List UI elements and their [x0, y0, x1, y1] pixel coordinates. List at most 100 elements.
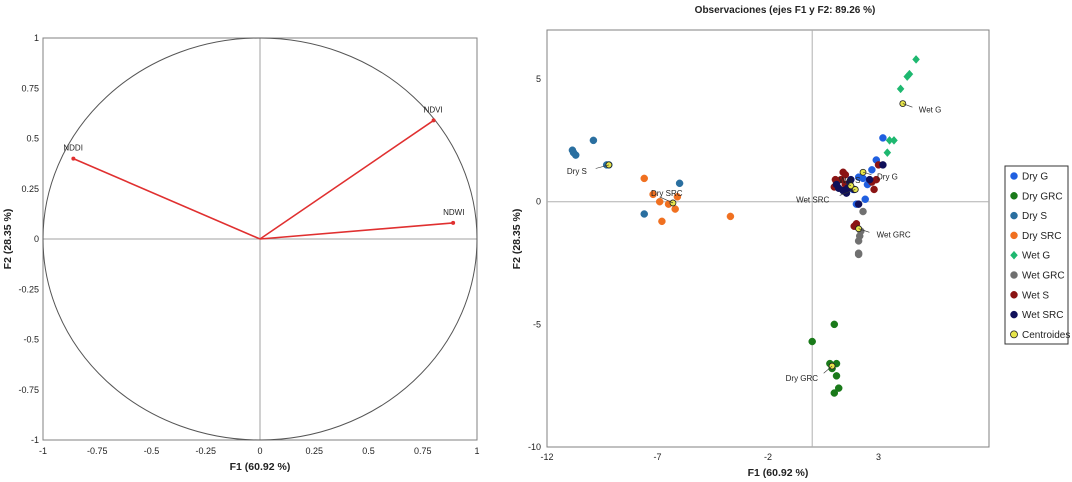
right-plot-frame — [546, 29, 990, 448]
data-point — [640, 210, 648, 218]
vector-endpoint — [451, 220, 456, 225]
left-tick-labels: -1 -0.75 -0.5 -0.25 0 0.25 0.5 0.75 1 -1 -0.75 -0.5… — [18, 33, 479, 456]
data-point — [673, 193, 682, 201]
vector-line — [73, 157, 261, 240]
left-x-tick-label: -1 — [39, 446, 47, 456]
legend-label: Dry SRC — [1022, 231, 1061, 242]
data-point — [854, 173, 863, 181]
data-point — [854, 237, 863, 245]
left-x-tick-label: 0.5 — [362, 446, 375, 456]
centroid-label: Dry GRC — [786, 365, 833, 383]
right-tick-labels: -12 -7 -2 3 5 0 -5 -10 — [528, 74, 881, 462]
centroid-label-text: Wet G — [919, 106, 942, 115]
correlation-circle-chart: -1 -0.75 -0.5 -0.25 0 0.25 0.5 0.75 1 -1 -0.75 -0.5… — [2, 33, 480, 473]
series-wet-g — [883, 55, 920, 158]
centroid-label: Wet GRC — [858, 228, 911, 240]
centroid-label-text: Dry S — [567, 167, 587, 176]
right-y-tick-label: -5 — [533, 319, 541, 329]
legend-item: Dry SRC — [1010, 231, 1061, 242]
data-point — [1010, 330, 1018, 339]
right-chart-title: Observaciones (ejes F1 y F2: 89.26 %) — [695, 5, 876, 16]
vector-line — [259, 222, 454, 240]
data-point — [1010, 250, 1018, 260]
leader-line — [858, 228, 870, 233]
centroid-label: Wet S — [839, 176, 861, 187]
right-data-points — [568, 55, 920, 397]
left-y-tick-label: -0.75 — [18, 385, 39, 395]
legend-label: Dry G — [1022, 172, 1048, 183]
legend-item: Wet S — [1010, 290, 1049, 301]
leader-line — [823, 365, 833, 374]
right-y-tick-label: 0 — [536, 197, 541, 207]
data-point — [879, 134, 887, 142]
vector-line — [259, 119, 435, 240]
centroid-label: Dry SRC — [651, 189, 683, 204]
legend-label: Dry S — [1022, 211, 1047, 222]
left-y-tick-label: -0.25 — [18, 284, 39, 294]
right-x-tick-label: 3 — [876, 452, 881, 462]
centroid-label-text: Wet GRC — [877, 231, 911, 240]
data-point — [640, 174, 648, 183]
data-point — [808, 337, 816, 346]
left-y-axis-title: F2 (28.35 %) — [2, 209, 14, 270]
data-point — [571, 151, 580, 159]
left-x-tick-label: 0 — [257, 446, 262, 456]
left-x-tick-label: -0.5 — [144, 446, 160, 456]
data-point — [868, 166, 876, 174]
right-x-axis-title: F1 (60.92 %) — [748, 467, 809, 479]
legend-label: Wet SRC — [1022, 310, 1064, 321]
legend-item: Centroides — [1010, 330, 1070, 341]
right-x-tick-label: -7 — [653, 452, 661, 462]
vector-label: NDDI — [63, 144, 83, 153]
data-point — [830, 389, 839, 397]
data-point — [865, 175, 874, 184]
data-point — [912, 55, 920, 64]
data-point — [1010, 172, 1018, 180]
leader-line — [839, 189, 856, 196]
left-y-tick-label: 0.5 — [26, 134, 39, 144]
legend-label: Wet G — [1022, 251, 1050, 262]
left-y-tick-label: -0.5 — [23, 335, 39, 345]
data-point — [726, 212, 735, 221]
vector-nddi: NDDI — [63, 144, 261, 240]
leader-line — [862, 171, 872, 175]
centroid-label-text: Wet SRC — [796, 195, 829, 204]
data-point — [1010, 231, 1018, 240]
centroid-label-text: Dry GRC — [786, 374, 819, 383]
data-point — [1010, 271, 1018, 279]
legend-item: Dry GRC — [1010, 191, 1063, 202]
vector-ndvi: NDVI — [259, 105, 443, 240]
left-y-tick-label: 1 — [34, 33, 39, 43]
data-point — [834, 184, 843, 192]
centroid-label-text: Dry SRC — [651, 189, 683, 198]
legend-label: Wet S — [1022, 290, 1049, 301]
data-point — [879, 161, 887, 169]
centroid-label: Dry S — [567, 164, 609, 176]
vector-label: NDWI — [443, 208, 464, 217]
leader-line — [843, 181, 852, 187]
left-x-tick-label: 0.25 — [305, 446, 323, 456]
unit-circle — [42, 37, 478, 441]
right-x-tick-label: -2 — [764, 452, 772, 462]
centroid-label-text: Dry G — [877, 172, 898, 181]
data-point — [832, 372, 841, 380]
left-y-tick-label: 0 — [34, 234, 39, 244]
vector-label: NDVI — [424, 105, 443, 114]
data-point — [1010, 211, 1018, 220]
right-y-tick-label: -10 — [528, 442, 541, 452]
data-point — [861, 195, 869, 204]
left-x-tick-label: 1 — [474, 446, 479, 456]
data-point — [1010, 291, 1018, 299]
data-point — [854, 200, 863, 208]
data-point — [1010, 310, 1018, 319]
data-point — [658, 217, 666, 226]
data-point — [896, 84, 905, 94]
centroid-label-text: Wet S — [839, 176, 861, 185]
data-point — [675, 179, 684, 188]
leader-line — [659, 196, 674, 204]
data-point — [885, 136, 894, 145]
left-x-tick-label: -0.25 — [195, 446, 216, 456]
legend-item: Wet SRC — [1010, 310, 1064, 321]
